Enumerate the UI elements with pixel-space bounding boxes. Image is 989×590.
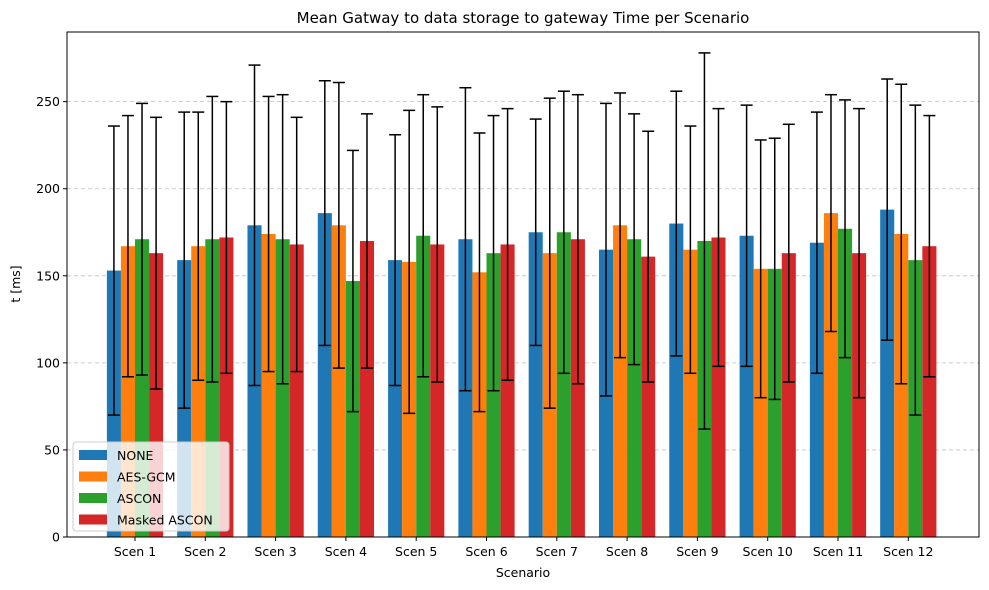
bar bbox=[781, 253, 796, 538]
y-tick-label: 0 bbox=[52, 530, 60, 545]
x-tick-label: Scen 12 bbox=[883, 544, 933, 559]
y-axis: 0 50 100 150 200 250 bbox=[36, 94, 67, 545]
bar bbox=[486, 253, 501, 538]
x-tick-label: Scen 8 bbox=[606, 544, 648, 559]
legend-box bbox=[72, 441, 230, 532]
bar bbox=[669, 223, 684, 537]
y-tick-label: 100 bbox=[36, 355, 60, 370]
bar bbox=[317, 213, 332, 537]
bar bbox=[289, 244, 304, 537]
plot-frame bbox=[66, 31, 980, 538]
bar bbox=[894, 234, 909, 537]
bar bbox=[430, 244, 445, 537]
legend-entry: ASCON bbox=[117, 491, 161, 506]
bar bbox=[753, 268, 768, 537]
chart-title: Mean Gatway to data storage to gateway T… bbox=[297, 9, 750, 27]
x-tick-label: Scen 4 bbox=[325, 544, 367, 559]
bar bbox=[500, 244, 515, 537]
bar bbox=[570, 239, 585, 538]
bar bbox=[739, 235, 754, 537]
legend-entry: Masked ASCON bbox=[117, 513, 213, 528]
bar bbox=[838, 228, 853, 537]
legend-swatch bbox=[79, 514, 107, 525]
x-tick-label: Scen 2 bbox=[184, 544, 226, 559]
x-tick-label: Scen 11 bbox=[813, 544, 863, 559]
legend-entry: NONE bbox=[117, 448, 154, 463]
y-tick-label: 150 bbox=[36, 268, 60, 283]
y-tick-label: 50 bbox=[44, 442, 60, 457]
legend-swatch bbox=[79, 493, 107, 503]
x-tick-label: Scen 1 bbox=[114, 544, 156, 559]
x-tick-label: Scen 7 bbox=[536, 544, 578, 559]
x-tick-label: Scen 3 bbox=[254, 544, 296, 559]
bar bbox=[261, 234, 276, 537]
legend-swatch bbox=[79, 471, 107, 482]
bar bbox=[528, 232, 543, 538]
bar bbox=[359, 240, 375, 537]
error-bars bbox=[107, 52, 936, 430]
bar bbox=[556, 232, 571, 538]
legend: NONE AES-GCM ASCON Masked ASCON bbox=[72, 441, 230, 532]
bar bbox=[922, 246, 937, 538]
x-tick-label: Scen 5 bbox=[395, 544, 437, 559]
bar bbox=[641, 256, 656, 537]
bar bbox=[416, 235, 431, 537]
x-axis: Scen 1 Scen 2 Scen 3 Scen 4 Scen 5 Scen 6 Scen… bbox=[114, 537, 933, 559]
bar bbox=[388, 260, 403, 537]
bar bbox=[683, 249, 698, 537]
bar bbox=[627, 239, 642, 538]
bar bbox=[613, 225, 628, 538]
legend-entry: AES-GCM bbox=[117, 470, 176, 485]
y-axis-label: t [ms] bbox=[8, 265, 23, 302]
y-tick-label: 200 bbox=[36, 181, 60, 196]
bar bbox=[823, 213, 838, 537]
legend-swatch bbox=[79, 450, 107, 460]
y-tick-label: 250 bbox=[36, 94, 60, 109]
x-axis-label: Scenario bbox=[496, 565, 550, 580]
bar bbox=[880, 209, 895, 537]
bar bbox=[767, 268, 782, 537]
bar bbox=[711, 237, 726, 537]
x-tick-label: Scen 6 bbox=[465, 544, 507, 559]
bar bbox=[809, 242, 824, 537]
x-tick-label: Scen 10 bbox=[743, 544, 793, 559]
x-tick-label: Scen 9 bbox=[676, 544, 718, 559]
bar bbox=[331, 225, 346, 538]
bar bbox=[275, 239, 290, 538]
